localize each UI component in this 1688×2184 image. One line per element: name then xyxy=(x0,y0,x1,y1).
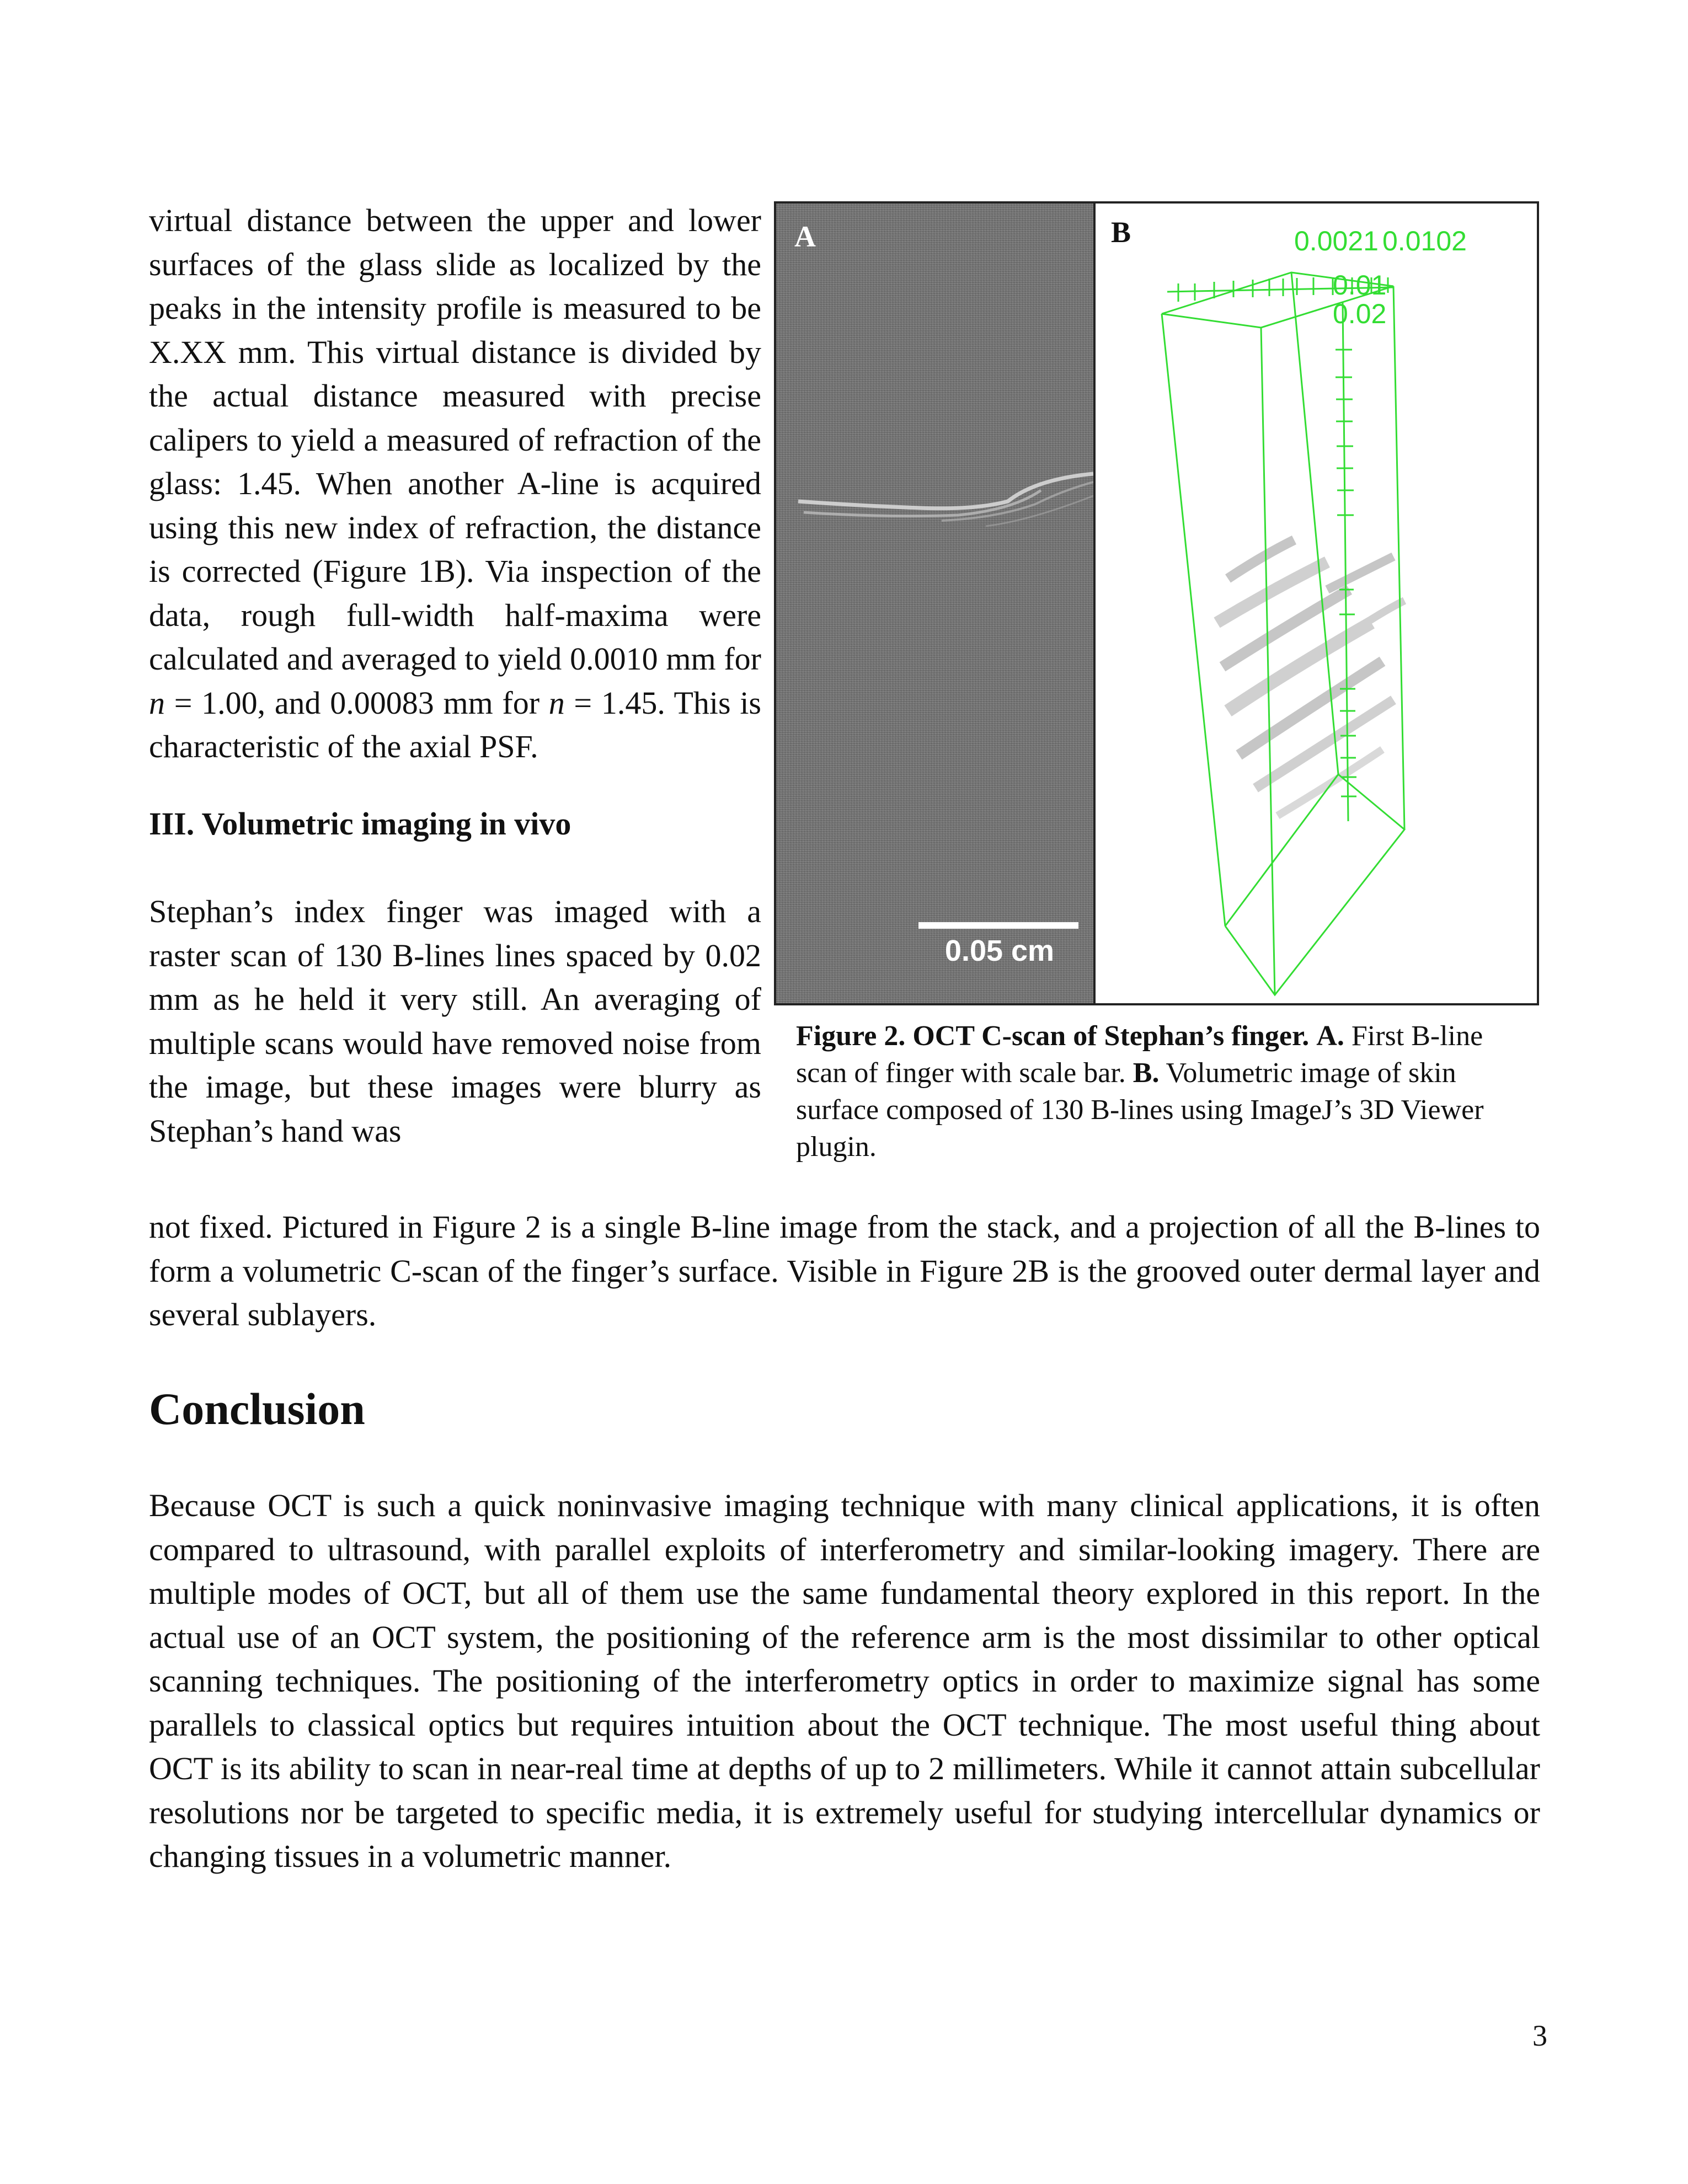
left-column: virtual distance between the upper and l… xyxy=(149,199,761,1153)
page-number: 3 xyxy=(1532,2019,1547,2052)
caption-a-label: A. xyxy=(1316,1020,1344,1052)
figure-2: A 0.05 cm B xyxy=(774,201,1539,1005)
panel-b-volume: B xyxy=(1096,204,1537,1003)
caption-title: Figure 2. OCT C-scan of Stephan’s finger… xyxy=(796,1020,1310,1052)
variable-n: n xyxy=(149,684,165,721)
paragraph-continuation: not fixed. Pictured in Figure 2 is a sin… xyxy=(149,1209,1540,1332)
variable-n: n xyxy=(548,684,565,721)
skin-surface-texture xyxy=(1214,535,1407,820)
caption-b-label: B. xyxy=(1133,1057,1160,1089)
paragraph-volumetric: Stephan’s index finger was imaged with a… xyxy=(149,893,761,1149)
bscan-surface-streaks xyxy=(798,472,1093,527)
conclusion-paragraph: Because OCT is such a quick noninvasive … xyxy=(149,1487,1540,1874)
volume-bounding-box xyxy=(1161,271,1406,997)
volume-render xyxy=(1161,271,1407,997)
top-axis xyxy=(1167,277,1394,302)
axis-label-tick-2: 0.02 xyxy=(1333,298,1387,329)
panel-a-bscan: A 0.05 cm xyxy=(776,204,1093,1003)
figure-caption: Figure 2. OCT C-scan of Stephan’s finger… xyxy=(796,1018,1530,1165)
panel-a-label: A xyxy=(794,220,816,253)
axis-label-top-right: 0.0102 xyxy=(1382,226,1467,256)
paragraph-glass-slide: virtual distance between the upper and l… xyxy=(149,202,762,764)
conclusion-heading: Conclusion xyxy=(149,1384,365,1434)
scale-bar xyxy=(918,922,1078,929)
scale-bar-label: 0.05 cm xyxy=(944,934,1055,967)
section-heading: III. Volumetric imaging in vivo xyxy=(149,805,571,842)
caption-a-text: First B-line scan of finger with scale b… xyxy=(796,1020,1483,1089)
panel-b-label: B xyxy=(1111,216,1131,249)
axis-label-tick-1: 0.01 xyxy=(1333,270,1387,301)
panel-divider xyxy=(1093,204,1096,1003)
caption-b-text: Volumetric image of skin surface compose… xyxy=(796,1057,1484,1163)
axis-label-top-left: 0.0021 xyxy=(1294,226,1379,256)
vertical-axis xyxy=(1336,302,1356,822)
